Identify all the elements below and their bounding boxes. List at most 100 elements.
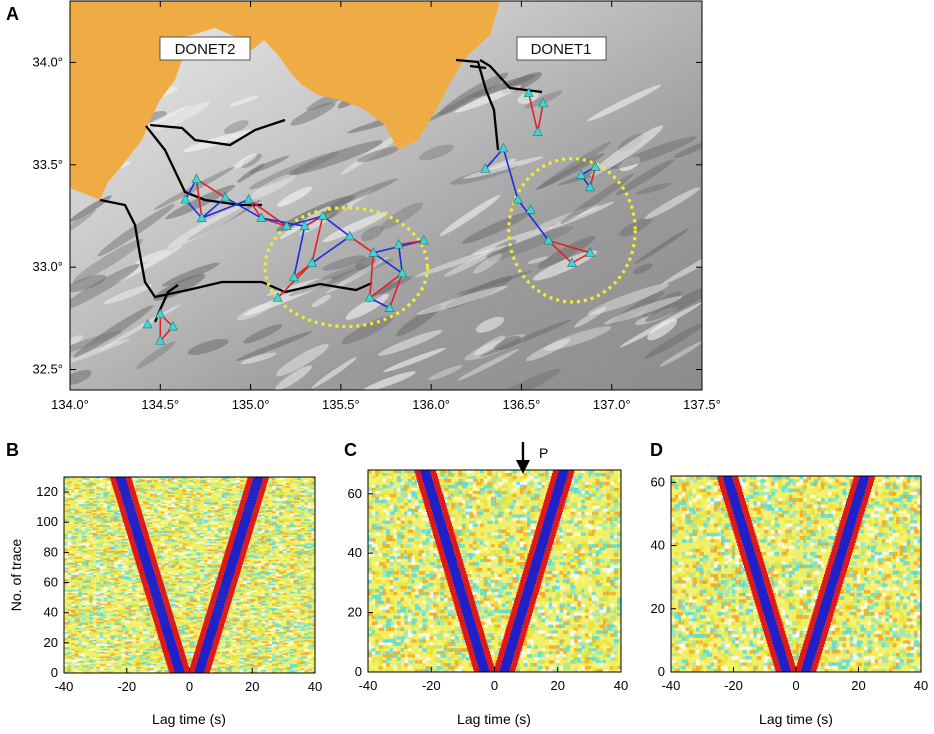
noise-cell	[117, 532, 123, 535]
noise-cell	[239, 600, 246, 603]
noise-cell	[311, 483, 315, 485]
noise-cell	[297, 582, 303, 585]
noise-cell	[81, 596, 88, 598]
noise-cell	[250, 600, 254, 603]
noise-cell	[189, 508, 194, 511]
noise-cell	[78, 647, 85, 650]
noise-cell	[282, 575, 289, 577]
noise-cell	[182, 535, 188, 538]
noise-cell	[135, 612, 140, 615]
noise-cell	[81, 648, 88, 651]
noise-cell	[107, 525, 110, 528]
noise-cell	[81, 480, 88, 482]
noise-cell	[243, 599, 250, 601]
noise-cell	[124, 612, 131, 615]
noise-cell	[271, 478, 278, 481]
noise-cell	[268, 588, 273, 591]
noise-cell	[107, 645, 113, 648]
noise-cell	[85, 565, 89, 568]
noise-cell	[279, 581, 285, 583]
noise-cell	[279, 609, 283, 612]
noise-cell	[117, 567, 123, 570]
noise-cell	[200, 561, 205, 564]
noise-cell	[107, 523, 113, 526]
noise-cell	[286, 510, 293, 512]
noise-cell	[293, 519, 299, 522]
noise-cell	[110, 624, 118, 627]
noise-cell	[74, 650, 80, 653]
noise-cell	[293, 532, 298, 535]
noise-cell	[289, 546, 297, 549]
noise-cell	[167, 535, 173, 538]
noise-cell	[200, 565, 205, 568]
noise-cell	[271, 567, 278, 570]
noise-cell	[92, 483, 97, 485]
noise-cell	[225, 627, 230, 630]
noise-cell	[67, 526, 71, 529]
noise-cell	[142, 639, 147, 642]
noise-cell	[261, 627, 265, 630]
noise-cell	[92, 657, 97, 660]
noise-cell	[221, 481, 228, 484]
noise-cell	[128, 621, 135, 624]
noise-cell	[124, 555, 129, 558]
noise-cell	[124, 562, 128, 565]
noise-cell	[182, 544, 187, 547]
noise-cell	[236, 618, 241, 621]
noise-cell	[268, 587, 272, 589]
noise-cell	[218, 532, 224, 535]
noise-cell	[171, 582, 176, 585]
noise-cell	[225, 656, 231, 659]
noise-cell	[139, 645, 144, 648]
noise-cell	[128, 609, 133, 612]
noise-cell	[214, 511, 218, 514]
noise-cell	[132, 615, 138, 618]
noise-cell	[203, 522, 208, 525]
noise-cell	[81, 617, 88, 620]
noise-cell	[96, 556, 102, 559]
noise-cell	[275, 490, 281, 493]
noise-cell	[99, 513, 106, 515]
noise-cell	[78, 484, 83, 487]
noise-cell	[96, 492, 102, 494]
noise-cell	[146, 517, 153, 520]
noise-cell	[236, 484, 242, 487]
noise-cell	[193, 600, 199, 603]
noise-cell	[81, 623, 89, 626]
noise-cell	[146, 612, 151, 615]
noise-cell	[74, 489, 79, 491]
noise-cell	[203, 523, 209, 526]
noise-cell	[236, 599, 242, 601]
noise-cell	[182, 556, 187, 559]
noise-cell	[264, 624, 271, 627]
noise-cell	[64, 633, 71, 636]
noise-cell	[74, 638, 79, 641]
noise-cell	[110, 507, 115, 509]
noise-cell	[279, 641, 283, 644]
noise-cell	[99, 526, 103, 529]
noise-cell	[185, 576, 193, 579]
noise-cell	[293, 495, 297, 497]
noise-cell	[203, 543, 210, 546]
noise-cell	[289, 489, 295, 491]
noise-cell	[189, 606, 196, 609]
noise-cell	[185, 496, 193, 499]
noise-cell	[268, 538, 274, 541]
noise-cell	[64, 537, 68, 540]
noise-cell	[182, 534, 187, 537]
noise-cell	[261, 570, 267, 573]
noise-cell	[218, 552, 222, 555]
noise-cell	[297, 636, 301, 639]
noise-cell	[175, 492, 179, 494]
noise-cell	[167, 590, 174, 592]
noise-cell	[117, 644, 122, 647]
noise-cell	[178, 605, 183, 607]
seafloor-ridge	[574, 306, 607, 328]
noise-cell	[132, 654, 138, 657]
noise-cell	[175, 620, 180, 623]
noise-cell	[271, 543, 277, 546]
noise-cell	[311, 508, 315, 511]
noise-cell	[293, 571, 297, 574]
noise-cell	[300, 587, 307, 589]
noise-cell	[164, 571, 168, 574]
